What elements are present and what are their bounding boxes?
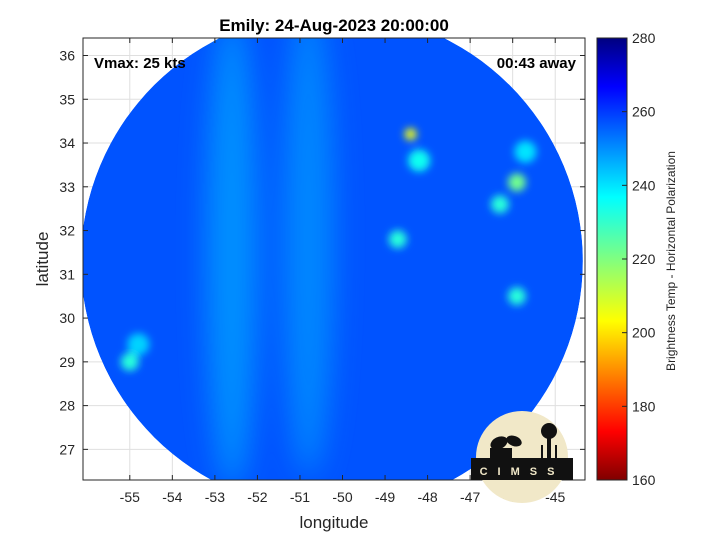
y-tick-label: 36 (59, 48, 75, 64)
x-tick-label: -52 (247, 489, 267, 505)
x-tick-label: -51 (290, 489, 310, 505)
y-tick-label: 28 (59, 398, 75, 414)
x-tick-label: -48 (417, 489, 437, 505)
y-tick-label: 27 (59, 441, 75, 457)
x-tick-label: -55 (120, 489, 140, 505)
colorbar-tick-label: 280 (632, 30, 656, 46)
vmax-annotation: Vmax: 25 kts (94, 55, 186, 72)
cloud-48.7E-31.8N (388, 230, 407, 249)
cloud-48.2E-33.6N (408, 149, 431, 172)
cimss-logo: CIMSS (471, 411, 573, 503)
y-ticks: 27 28 29 30 31 32 33 34 35 36 (59, 48, 585, 457)
colorbar-label: Brightness Temp - Horizontal Polarizatio… (664, 151, 678, 371)
y-tick-label: 33 (59, 179, 75, 195)
colorbar-ticks: 160 180 200 220 240 260 280 (622, 30, 656, 488)
y-tick-label: 35 (59, 91, 75, 107)
cloud-55.0E-29.0N (120, 352, 139, 371)
warm-streak-west (205, 38, 258, 480)
water-tower-icon (541, 423, 557, 460)
colorbar-tick-label: 200 (632, 325, 656, 341)
cloud-45.9E-33.1N (507, 173, 526, 192)
cloud-45.7E-33.8N (514, 140, 537, 163)
away-annotation: 00:43 away (497, 55, 577, 72)
y-tick-label: 29 (59, 354, 75, 370)
y-tick-label: 31 (59, 266, 75, 282)
x-tick-label: -49 (375, 489, 395, 505)
cloud-54.8E-29.4N (127, 333, 150, 356)
satellite-dish-icon (490, 435, 522, 460)
y-tick-label: 34 (59, 135, 75, 151)
cloud-46.3E-32.6N (490, 195, 509, 214)
axes-frame (82, 37, 586, 481)
x-axis-label: longitude (299, 513, 368, 532)
cimss-logo-text: CIMSS (480, 466, 565, 478)
x-tick-label: -53 (205, 489, 225, 505)
y-tick-label: 32 (59, 223, 75, 239)
x-tick-label: -54 (162, 489, 182, 505)
colorbar-tick-label: 180 (632, 398, 656, 414)
y-tick-label: 30 (59, 310, 75, 326)
colorbar-tick-label: 220 (632, 251, 656, 267)
colorbar-tick-label: 160 (632, 472, 656, 488)
colorbar-tick-label: 260 (632, 104, 656, 120)
x-tick-label: -50 (332, 489, 352, 505)
x-ticks: -55-54-53-52-51-50-49-48-47-46-45 (120, 38, 566, 505)
warm-streak-central (282, 38, 335, 477)
chart-title: Emily: 24-Aug-2023 20:00:00 (219, 16, 449, 35)
cloud-48.4E-34.2N (404, 128, 417, 141)
x-tick-label: -47 (460, 489, 480, 505)
brightness-swath (83, 38, 583, 480)
y-axis-label: latitude (33, 232, 52, 287)
cloud-45.9E-30.5N (507, 287, 526, 306)
colorbar-tick-label: 240 (632, 177, 656, 193)
